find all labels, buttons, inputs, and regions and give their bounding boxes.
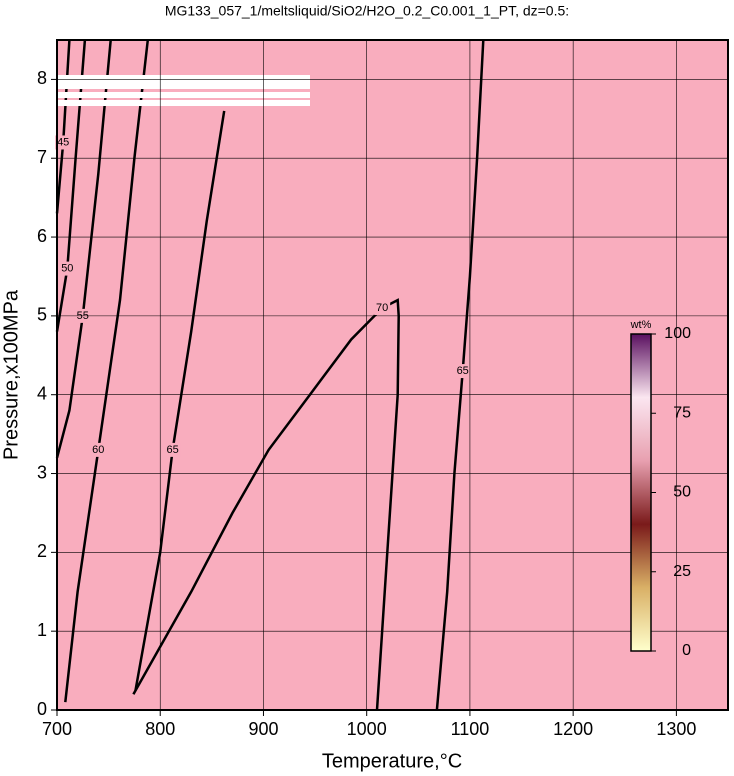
blank-stripe xyxy=(57,92,310,98)
contour-label-bg xyxy=(90,442,107,457)
plot-frame xyxy=(56,39,729,711)
contour-label: 50 xyxy=(61,262,73,274)
contour-label: 65 xyxy=(166,444,178,456)
x-axis-title: Temperature,°C xyxy=(322,750,462,772)
contour-line xyxy=(64,39,150,703)
contour-label: 65 xyxy=(457,365,469,377)
contour-line xyxy=(55,39,87,332)
x-tick-label: 800 xyxy=(145,719,175,739)
x-tick-label: 700 xyxy=(42,719,72,739)
contour-label-bg xyxy=(454,364,471,379)
colorbar-tick-label: 50 xyxy=(673,484,691,501)
y-tick-label: 6 xyxy=(37,226,47,246)
colorbar-tick-label: 25 xyxy=(673,563,691,580)
y-tick-label: 1 xyxy=(37,620,47,640)
y-tick-label: 3 xyxy=(37,462,47,482)
blank-stripe xyxy=(57,100,310,106)
contour-label-bg xyxy=(59,261,76,276)
contour-label-bg xyxy=(374,301,391,315)
y-tick-label: 0 xyxy=(37,699,47,719)
y-tick-label: 4 xyxy=(37,383,47,403)
y-tick-label: 8 xyxy=(37,68,47,88)
y-tick-label: 2 xyxy=(37,541,47,561)
x-tick-label: 900 xyxy=(248,719,278,739)
x-tick-label: 1000 xyxy=(347,719,387,739)
y-axis-title: Pressure,x100MPa xyxy=(0,289,22,460)
colorbar-tick-label: 75 xyxy=(673,404,691,421)
blank-stripe xyxy=(57,75,310,89)
y-tick-label: 7 xyxy=(37,147,47,167)
chart-title: MG133_057_1/meltsliquid/SiO2/H2O_0.2_C0.… xyxy=(165,3,569,19)
contour-line xyxy=(134,110,226,691)
x-tick-label: 1100 xyxy=(451,719,490,739)
x-tick-label: 1200 xyxy=(553,719,593,739)
contour-label: 70 xyxy=(376,302,388,314)
contour-label: 60 xyxy=(92,444,104,456)
contour-label: 45 xyxy=(57,136,69,148)
colorbar xyxy=(630,333,652,652)
plot-area xyxy=(57,40,728,710)
y-tick-label: 5 xyxy=(37,305,47,325)
colorbar-tick-label: 100 xyxy=(664,325,691,342)
colorbar-label: wt% xyxy=(630,319,652,331)
contour-label-bg xyxy=(55,135,72,150)
colorbar-tick-label: 0 xyxy=(682,642,691,659)
contour-label-bg xyxy=(164,442,181,457)
x-tick-label: 1300 xyxy=(656,719,696,739)
